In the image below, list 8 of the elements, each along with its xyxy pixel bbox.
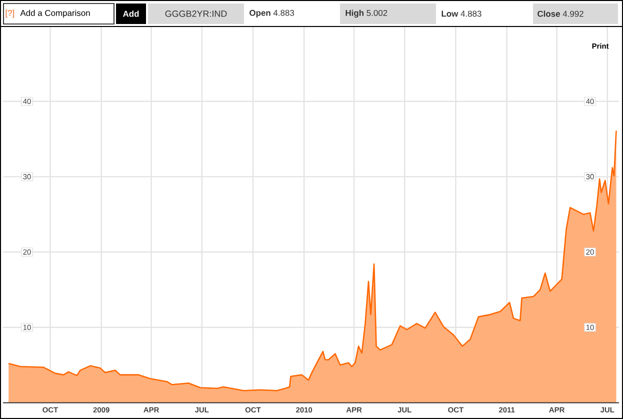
text: Add a Comparison [20,10,90,18]
text: Close 4.992 [538,10,584,17]
text: [?] [6,10,14,18]
text: GGGB2YR:IND [165,10,227,17]
text: Open 4.883 [250,10,294,18]
text: Add [122,10,139,17]
text: Low 4.883 [442,10,482,17]
text: High 5.002 [346,10,388,18]
